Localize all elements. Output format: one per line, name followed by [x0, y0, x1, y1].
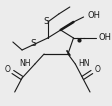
- Text: NH: NH: [19, 59, 30, 68]
- Text: O: O: [95, 66, 100, 75]
- Text: OH: OH: [87, 11, 100, 20]
- Text: S: S: [43, 17, 49, 26]
- Text: HN: HN: [78, 59, 90, 68]
- Text: OH: OH: [98, 33, 111, 43]
- Text: O: O: [4, 66, 10, 75]
- Text: S: S: [30, 40, 36, 49]
